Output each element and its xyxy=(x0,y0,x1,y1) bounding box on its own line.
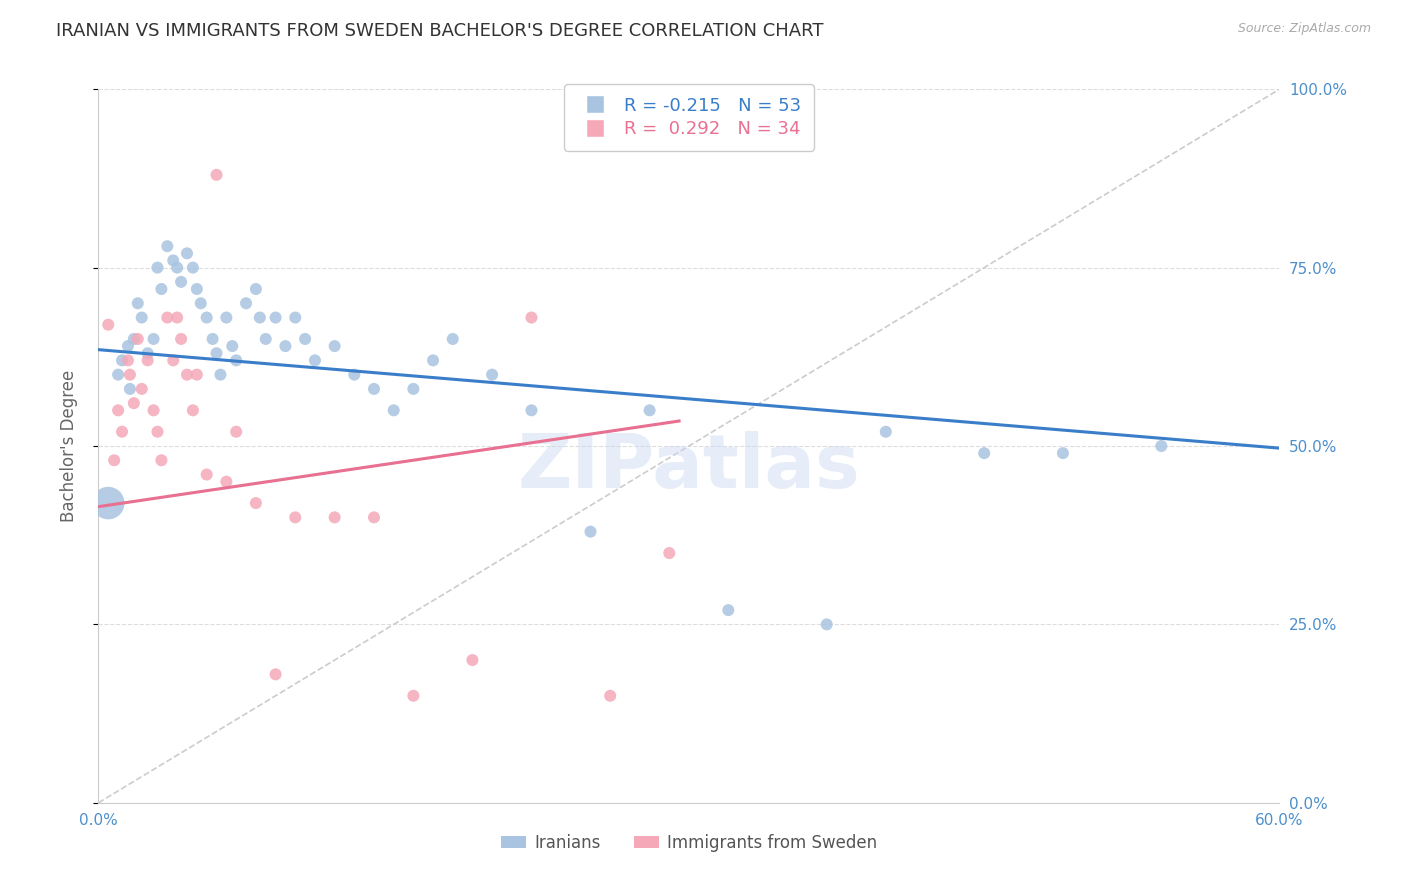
Point xyxy=(274,339,297,353)
Point xyxy=(245,282,267,296)
Point xyxy=(363,382,385,396)
Point xyxy=(111,425,134,439)
Point xyxy=(422,353,444,368)
Point xyxy=(520,310,543,325)
Point xyxy=(195,310,218,325)
Point xyxy=(181,403,204,417)
Point xyxy=(304,353,326,368)
Point xyxy=(205,168,228,182)
Point xyxy=(190,296,212,310)
Point xyxy=(186,282,208,296)
Point xyxy=(166,310,188,325)
Point xyxy=(107,403,129,417)
Point xyxy=(225,353,247,368)
Point xyxy=(127,296,149,310)
Point xyxy=(717,603,740,617)
Point xyxy=(1150,439,1173,453)
Text: ZIPatlas: ZIPatlas xyxy=(517,431,860,504)
Point xyxy=(520,403,543,417)
Point xyxy=(97,496,120,510)
Point xyxy=(245,496,267,510)
Point xyxy=(162,253,184,268)
Point xyxy=(142,332,165,346)
Point xyxy=(579,524,602,539)
Point xyxy=(176,368,198,382)
Point xyxy=(150,453,173,467)
Point xyxy=(118,382,141,396)
Point xyxy=(658,546,681,560)
Point xyxy=(294,332,316,346)
Point xyxy=(170,275,193,289)
Point xyxy=(638,403,661,417)
Point xyxy=(111,353,134,368)
Point xyxy=(186,368,208,382)
Point xyxy=(461,653,484,667)
Point xyxy=(107,368,129,382)
Point xyxy=(97,318,120,332)
Point xyxy=(1052,446,1074,460)
Point xyxy=(150,282,173,296)
Point xyxy=(201,332,224,346)
Text: Source: ZipAtlas.com: Source: ZipAtlas.com xyxy=(1237,22,1371,36)
Legend: Iranians, Immigrants from Sweden: Iranians, Immigrants from Sweden xyxy=(494,828,884,859)
Point xyxy=(170,332,193,346)
Point xyxy=(599,689,621,703)
Point xyxy=(136,353,159,368)
Point xyxy=(441,332,464,346)
Point xyxy=(103,453,125,467)
Point xyxy=(323,510,346,524)
Point xyxy=(481,368,503,382)
Point xyxy=(343,368,366,382)
Point xyxy=(131,382,153,396)
Point xyxy=(162,353,184,368)
Point xyxy=(363,510,385,524)
Point xyxy=(118,368,141,382)
Point xyxy=(225,425,247,439)
Point xyxy=(181,260,204,275)
Point xyxy=(156,239,179,253)
Point xyxy=(235,296,257,310)
Point xyxy=(402,382,425,396)
Point xyxy=(382,403,405,417)
Point xyxy=(156,310,179,325)
Point xyxy=(215,310,238,325)
Point xyxy=(122,396,145,410)
Point xyxy=(117,339,139,353)
Text: IRANIAN VS IMMIGRANTS FROM SWEDEN BACHELOR'S DEGREE CORRELATION CHART: IRANIAN VS IMMIGRANTS FROM SWEDEN BACHEL… xyxy=(56,22,824,40)
Point xyxy=(254,332,277,346)
Point xyxy=(117,353,139,368)
Point xyxy=(221,339,243,353)
Y-axis label: Bachelor's Degree: Bachelor's Degree xyxy=(59,370,77,522)
Point xyxy=(264,667,287,681)
Point xyxy=(815,617,838,632)
Point xyxy=(402,689,425,703)
Point xyxy=(142,403,165,417)
Point xyxy=(195,467,218,482)
Point xyxy=(146,425,169,439)
Point xyxy=(284,510,307,524)
Point xyxy=(122,332,145,346)
Point xyxy=(249,310,271,325)
Point xyxy=(875,425,897,439)
Point xyxy=(176,246,198,260)
Point xyxy=(166,260,188,275)
Point xyxy=(136,346,159,360)
Point xyxy=(146,260,169,275)
Point xyxy=(205,346,228,360)
Point xyxy=(973,446,995,460)
Point xyxy=(127,332,149,346)
Point xyxy=(284,310,307,325)
Point xyxy=(215,475,238,489)
Point xyxy=(264,310,287,325)
Point xyxy=(209,368,232,382)
Point xyxy=(131,310,153,325)
Point xyxy=(323,339,346,353)
